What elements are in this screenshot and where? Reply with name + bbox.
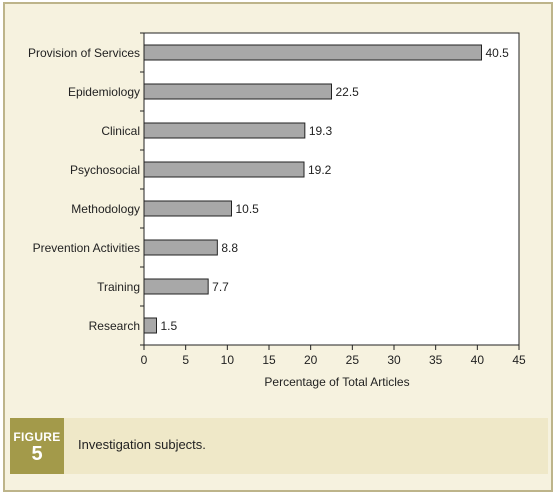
category-label: Clinical	[101, 124, 140, 138]
bar-value-label: 22.5	[336, 85, 360, 99]
x-tick-label: 40	[471, 353, 485, 367]
bar-value-label: 8.8	[221, 241, 238, 255]
category-label: Psychosocial	[70, 163, 140, 177]
bar-value-label: 1.5	[161, 319, 178, 333]
category-label: Methodology	[71, 202, 140, 216]
bar	[143, 317, 157, 334]
category-label: Prevention Activities	[33, 241, 140, 255]
bar	[143, 239, 218, 256]
caption-band: FIGURE 5 Investigation subjects.	[10, 418, 548, 474]
y-axis-ticks: Provision of Services Epidemiology Clinica…	[28, 32, 144, 346]
plot-area	[143, 32, 520, 346]
category-label: Research	[89, 319, 140, 333]
bar-value-label: 19.2	[308, 163, 332, 177]
x-tick-label: 20	[304, 353, 318, 367]
category-label: Provision of Services	[28, 46, 140, 60]
x-tick-label: 35	[429, 353, 443, 367]
x-tick-label: 10	[221, 353, 235, 367]
x-axis-label: Percentage of Total Articles	[264, 375, 409, 389]
category-label: Training	[97, 280, 140, 294]
figure-caption: Investigation subjects.	[78, 437, 206, 452]
figure-word: FIGURE	[13, 430, 61, 444]
bar	[143, 122, 306, 139]
figure-tag: FIGURE 5	[10, 418, 64, 474]
x-tick-label: 15	[262, 353, 276, 367]
bar	[143, 83, 332, 100]
bar	[143, 278, 209, 295]
x-tick-label: 45	[512, 353, 526, 367]
x-tick-label: 5	[182, 353, 189, 367]
bar	[143, 44, 482, 61]
x-tick-label: 30	[387, 353, 401, 367]
bar-value-label: 19.3	[309, 124, 333, 138]
bar-value-label: 7.7	[212, 280, 229, 294]
bar	[143, 200, 232, 217]
x-axis-ticks: 0 5 10 15 20 25 30 35 40 45	[141, 345, 526, 367]
bar-value-label: 40.5	[486, 46, 510, 60]
x-tick-label: 0	[141, 353, 148, 367]
bar	[143, 161, 305, 178]
bar-value-label: 10.5	[236, 202, 260, 216]
x-tick-label: 25	[346, 353, 360, 367]
figure-number: 5	[31, 443, 43, 465]
category-label: Epidemiology	[68, 85, 140, 99]
bars-layer: 40.5 22.5 19.3 19.2 10.5 8.8 7.7 1.5	[143, 44, 510, 334]
